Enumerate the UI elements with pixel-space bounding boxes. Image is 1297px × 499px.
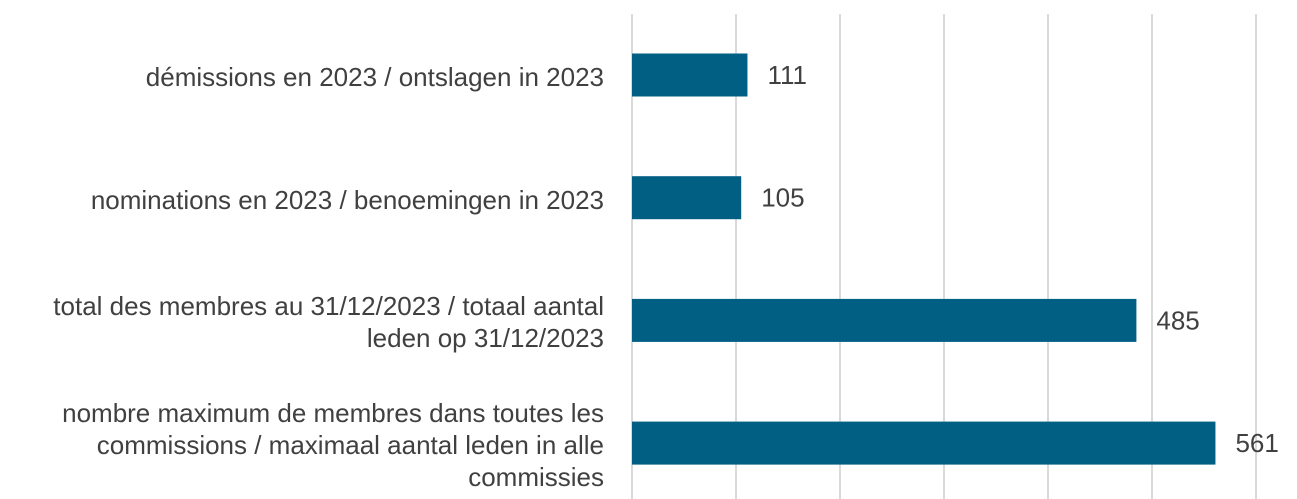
bar [632,421,1216,465]
bar [632,298,1137,342]
data-label: 111 [767,60,807,90]
bar [632,53,748,97]
bar [632,176,742,220]
category-label: nominations en 2023 / benoemingen in 202… [90,184,604,215]
data-label: 561 [1235,428,1278,458]
category-label: nombre maximum de membres dans toutes le… [62,398,604,493]
data-label: 105 [761,183,804,213]
category-label: total des membres au 31/12/2023 / totaal… [53,291,604,354]
category-label: démissions en 2023 / ontslagen in 2023 [145,62,604,92]
data-label: 485 [1156,305,1199,335]
